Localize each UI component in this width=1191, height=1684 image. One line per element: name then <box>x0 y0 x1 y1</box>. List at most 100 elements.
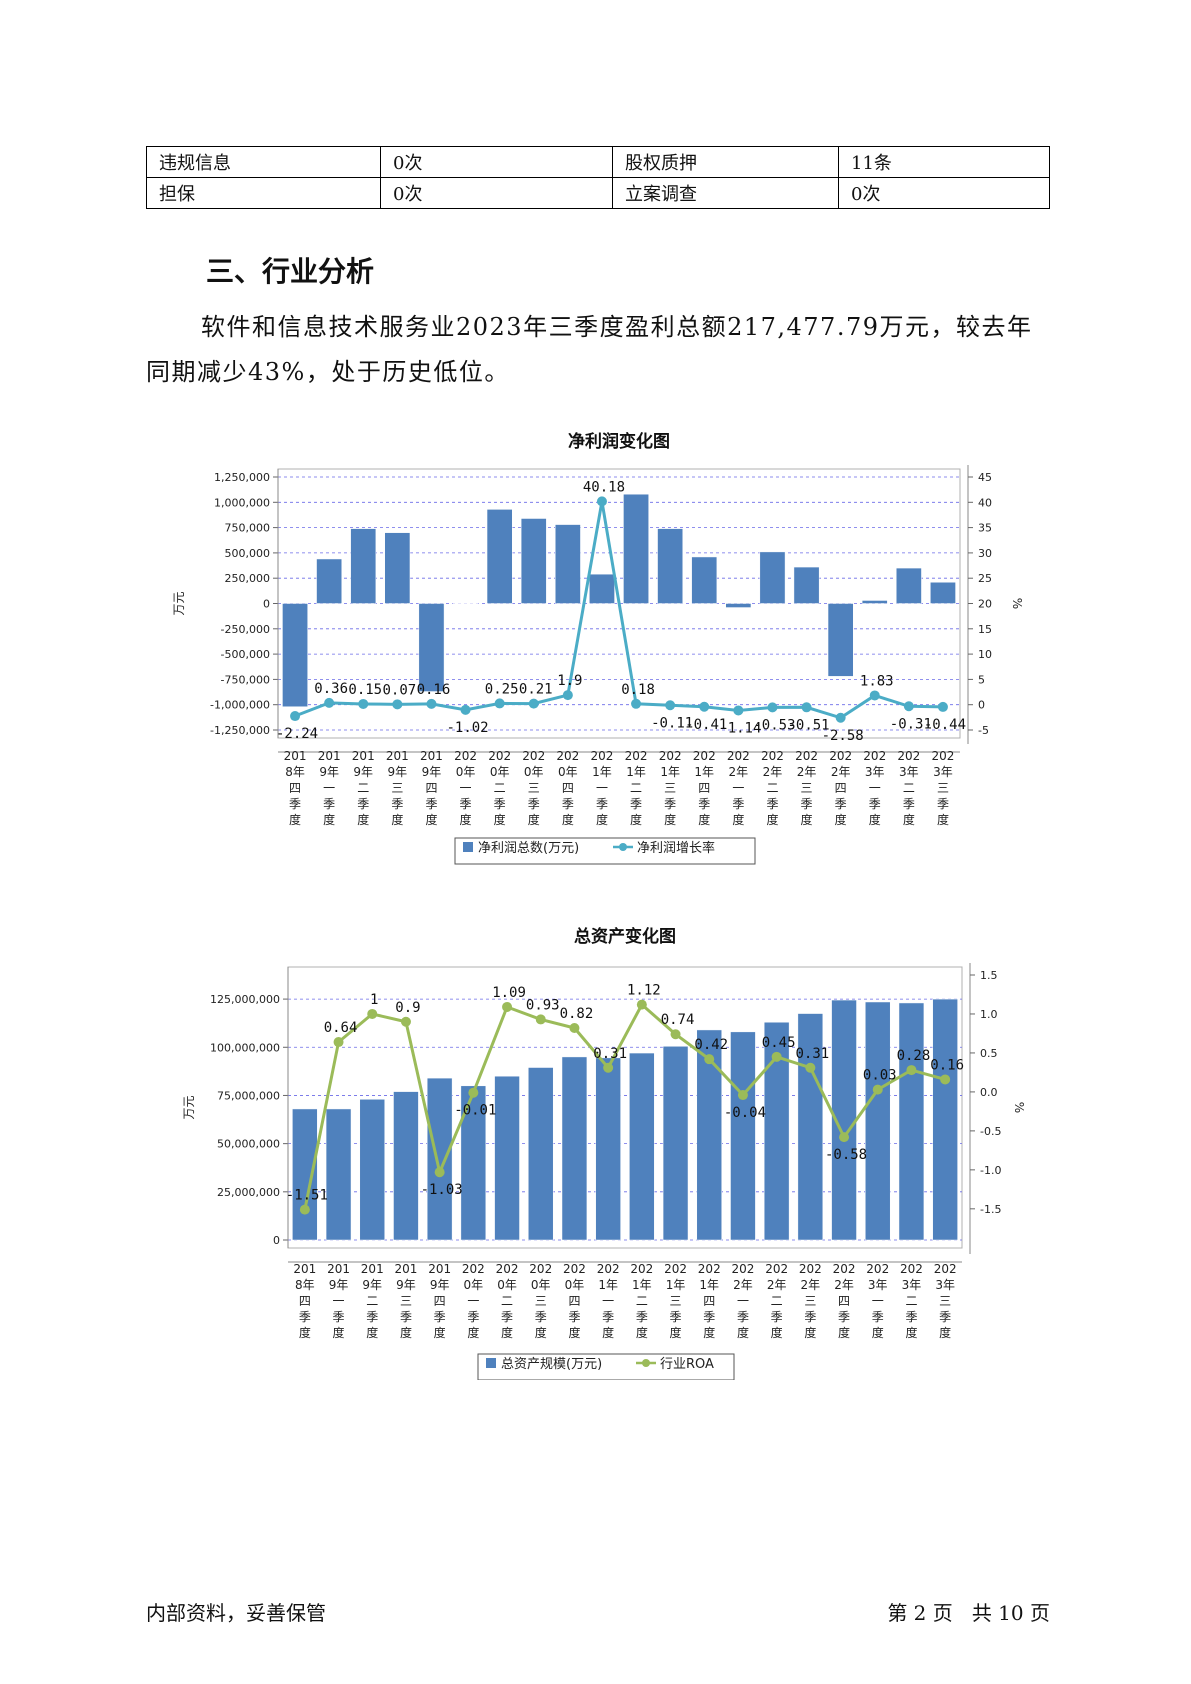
line-point <box>636 999 647 1010</box>
y-tick-label: 750,000 <box>225 522 271 535</box>
bar <box>292 1108 318 1241</box>
x-tick-label: 度 <box>869 812 881 827</box>
y2-tick-label: 5 <box>978 673 985 686</box>
x-tick-label: 1年 <box>626 765 646 779</box>
x-tick-label: 2年 <box>834 1278 854 1292</box>
x-tick-label: 202 <box>630 1262 653 1276</box>
x-tick-label: 202 <box>563 1262 586 1276</box>
x-tick-label: 季 <box>460 797 472 811</box>
x-tick-label: 度 <box>501 1325 513 1340</box>
x-tick-label: 季 <box>703 1310 715 1324</box>
data-label: 0.45 <box>762 1035 796 1051</box>
bar <box>494 1075 520 1241</box>
line-point <box>869 690 880 701</box>
x-tick-label: 202 <box>664 1262 687 1276</box>
data-label: 0.16 <box>930 1057 964 1073</box>
x-tick-label: 季 <box>630 797 642 811</box>
x-tick-label: 2年 <box>801 1278 821 1292</box>
x-tick-label: 202 <box>863 749 886 763</box>
bar <box>350 528 377 604</box>
y2-tick-label: 15 <box>978 623 992 636</box>
y2-tick-label: 0.5 <box>980 1047 998 1060</box>
x-tick-label: 度 <box>535 1325 547 1340</box>
table-cell: 0次 <box>380 177 613 209</box>
bar <box>759 551 786 604</box>
data-label: -0.58 <box>825 1147 867 1163</box>
x-tick-label: 度 <box>801 812 813 827</box>
bar <box>657 528 684 604</box>
x-tick-label: 度 <box>664 812 676 827</box>
x-tick-label: 3年 <box>933 765 953 779</box>
x-tick-label: 季 <box>732 797 744 811</box>
data-label: 1 <box>370 992 378 1008</box>
line-point <box>670 1029 681 1040</box>
y2-tick-label: 0.0 <box>980 1086 998 1099</box>
x-tick-label: 四 <box>425 781 437 795</box>
x-tick-label: 201 <box>284 749 307 763</box>
x-tick-label: 度 <box>903 812 915 827</box>
body-paragraph: 软件和信息技术服务业2023年三季度盈利总额217,477.79万元，较去年同期… <box>146 313 1033 386</box>
x-tick-label: 202 <box>900 1262 923 1276</box>
x-tick-label: 四 <box>434 1294 446 1308</box>
x-tick-label: 二 <box>501 1294 513 1308</box>
bar <box>793 566 820 604</box>
x-tick-label: 季 <box>838 1310 850 1324</box>
x-tick-label: 三 <box>804 1294 816 1308</box>
y-tick-label: -1,250,000 <box>210 724 270 737</box>
y-tick-label: 125,000,000 <box>210 993 280 1006</box>
data-label: 0.15 <box>348 682 382 698</box>
x-tick-label: 度 <box>323 812 335 827</box>
data-label: 0.07 <box>382 682 416 698</box>
x-tick-label: 季 <box>737 1310 749 1324</box>
y2-tick-label: 35 <box>978 522 992 535</box>
x-tick-label: 二 <box>771 1294 783 1308</box>
x-tick-label: 202 <box>761 749 784 763</box>
x-tick-label: 度 <box>698 812 710 827</box>
x-tick-label: 1年 <box>632 1278 652 1292</box>
x-tick-label: 季 <box>366 1310 378 1324</box>
x-tick-label: 0年 <box>497 1278 517 1292</box>
data-label: -0.11 <box>651 715 693 731</box>
line-point <box>562 690 573 701</box>
line-point <box>333 1037 344 1048</box>
x-tick-label: 0年 <box>565 1278 585 1292</box>
bar <box>865 1001 891 1241</box>
line-point <box>903 701 914 712</box>
x-tick-label: 度 <box>357 812 369 827</box>
x-tick-label: 9年 <box>388 765 408 779</box>
line-point <box>767 702 778 713</box>
bar <box>528 1067 554 1241</box>
x-tick-label: 一 <box>596 781 608 795</box>
line-point <box>400 1016 411 1027</box>
x-tick-label: 三 <box>528 781 540 795</box>
x-tick-label: 季 <box>562 797 574 811</box>
table-cell: 0次 <box>838 177 1050 209</box>
x-tick-label: 度 <box>467 1325 479 1340</box>
x-tick-label: 季 <box>801 797 813 811</box>
x-tick-label: 8年 <box>295 1278 315 1292</box>
x-tick-label: 1年 <box>598 1278 618 1292</box>
bar <box>932 998 958 1241</box>
x-tick-label: 一 <box>460 781 472 795</box>
y2-tick-label: 25 <box>978 572 992 585</box>
x-tick-label: 度 <box>835 812 847 827</box>
x-tick-label: 一 <box>467 1294 479 1308</box>
x-tick-label: 202 <box>765 1262 788 1276</box>
line-point <box>535 1014 546 1025</box>
x-tick-label: 季 <box>501 1310 513 1324</box>
x-tick-label: 季 <box>467 1310 479 1324</box>
x-tick-label: 9年 <box>329 1278 349 1292</box>
y-tick-label: -1,000,000 <box>210 699 270 712</box>
x-tick-label: 三 <box>801 781 813 795</box>
data-label: -2.24 <box>276 726 318 742</box>
table-cell: 立案调查 <box>612 177 839 209</box>
legend-bar-swatch <box>463 842 473 852</box>
x-tick-label: 2年 <box>767 1278 787 1292</box>
x-tick-label: 3年 <box>935 1278 955 1292</box>
y2-tick-label: 10 <box>978 648 992 661</box>
x-tick-label: 季 <box>869 797 881 811</box>
line-point <box>801 702 812 713</box>
x-tick-label: 度 <box>494 812 506 827</box>
x-tick-label: 一 <box>323 781 335 795</box>
bar <box>393 1091 419 1241</box>
